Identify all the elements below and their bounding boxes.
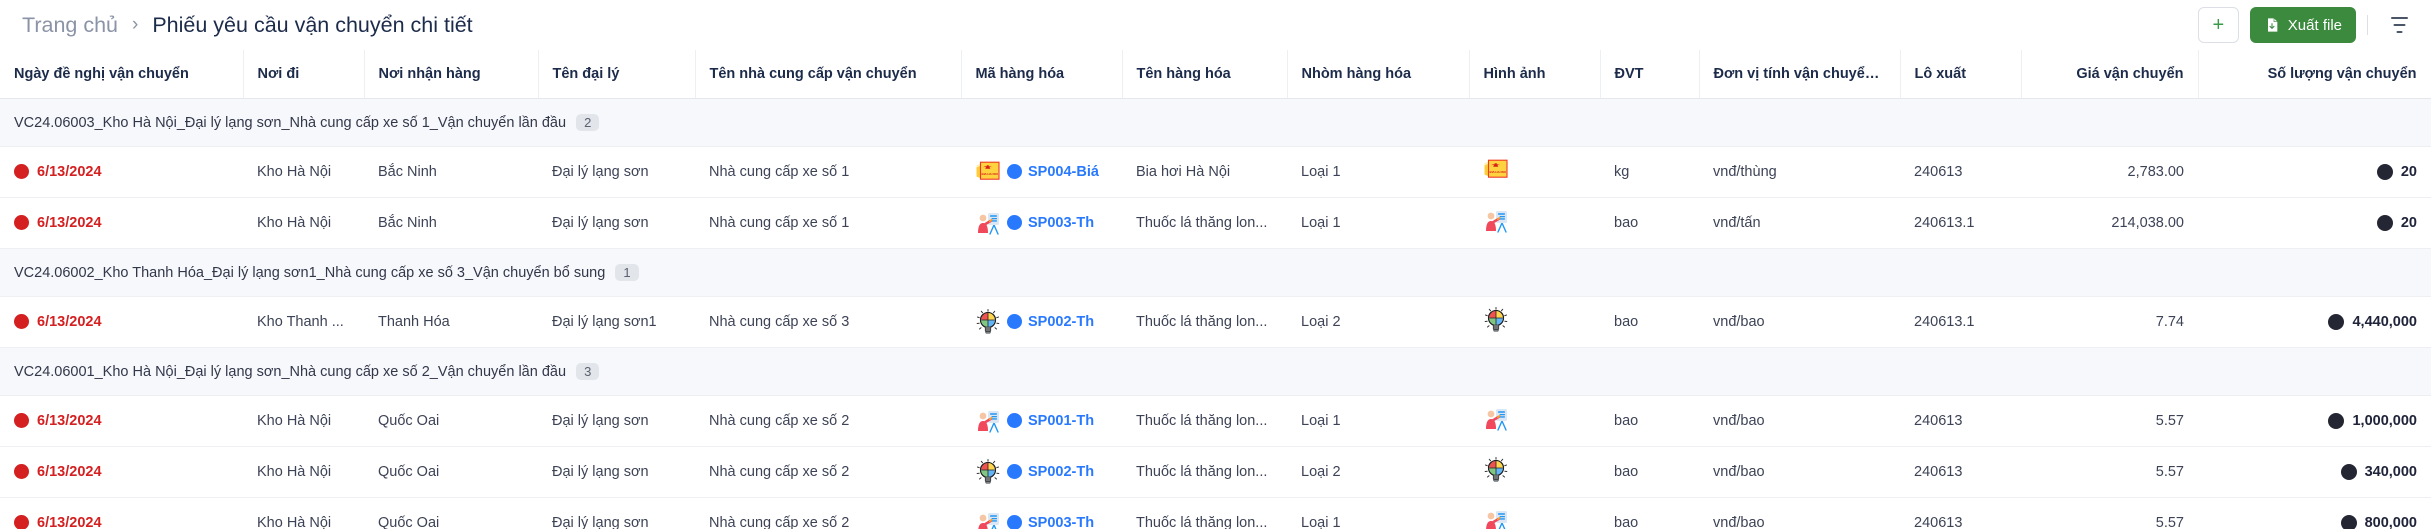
svg-text:BIA HA NOI: BIA HA NOI <box>1490 170 1506 174</box>
svg-text:BIA HA NOI: BIA HA NOI <box>982 172 998 176</box>
